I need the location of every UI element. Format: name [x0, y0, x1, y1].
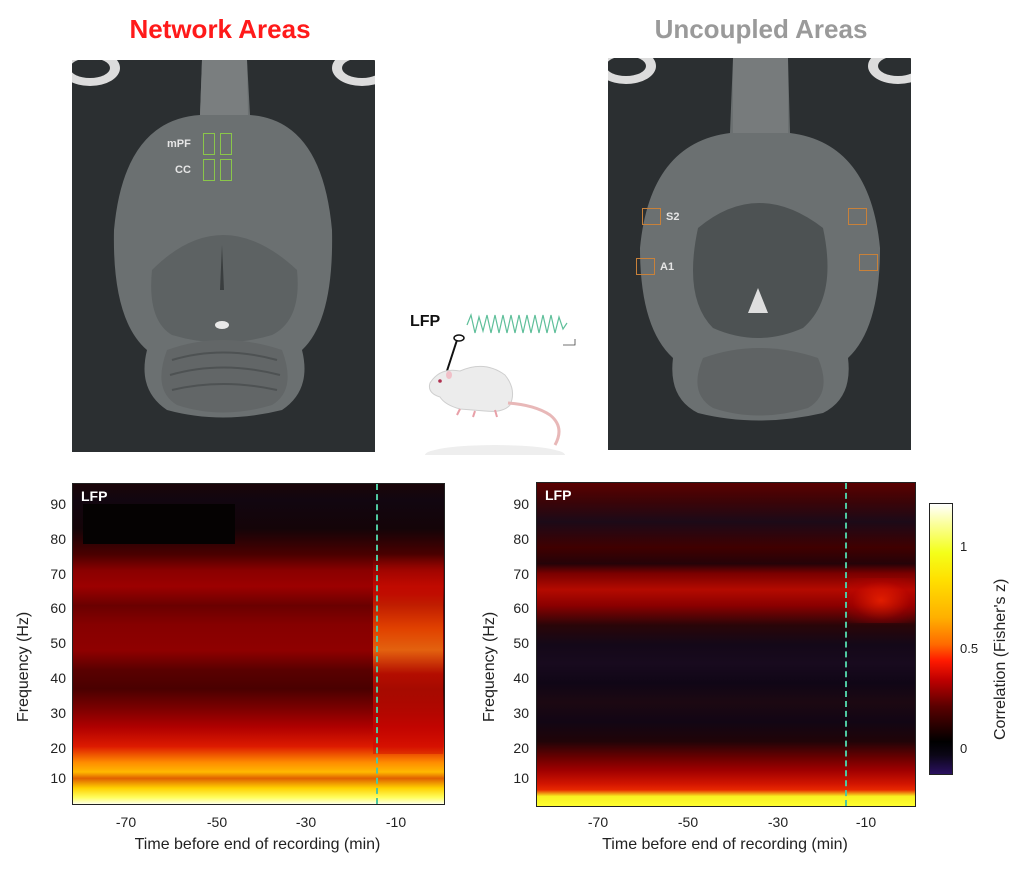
- roi-s2-left: [642, 208, 661, 225]
- post-marker-gamma-increase: [847, 578, 915, 623]
- ytick-40: 40: [50, 670, 66, 686]
- mri-network-areas: mPF CC: [72, 60, 375, 452]
- xtick-minus30: -30: [295, 814, 317, 830]
- heatmap-uncoupled-areas: LFP: [536, 482, 916, 807]
- xlabel-right: Time before end of recording (min): [602, 836, 848, 853]
- xtick-minus50: -50: [677, 814, 699, 830]
- xtick-minus10: -10: [385, 814, 407, 830]
- xtick-minus30: -30: [767, 814, 789, 830]
- xtick-minus70: -70: [587, 814, 609, 830]
- colorbar-tick-0.5: 0.5: [960, 641, 979, 656]
- roi-a1-left: [636, 258, 655, 275]
- redacted-box: [83, 504, 235, 544]
- roi-label-cc: CC: [175, 164, 191, 176]
- ylabel-left: Frequency (Hz): [15, 611, 32, 722]
- xtick-minus50: -50: [206, 814, 228, 830]
- roi-label-mpf: mPF: [167, 138, 191, 150]
- colorbar-label: Correlation (Fisher's z): [992, 578, 1009, 740]
- ytick-60: 60: [50, 600, 66, 616]
- ytick-10: 10: [50, 770, 66, 786]
- xlabel-left: Time before end of recording (min): [134, 836, 381, 853]
- roi-cc-left: [203, 159, 215, 181]
- ytick-70: 70: [513, 566, 529, 582]
- panel-tag-lfp: LFP: [545, 487, 572, 503]
- colorbar-tick-1: 1: [960, 539, 968, 554]
- brain-mri-image: [608, 58, 911, 450]
- brain-mri-image: [72, 60, 375, 452]
- mri-uncoupled-areas: S2 A1: [608, 58, 911, 450]
- colorbar: [929, 503, 953, 775]
- ytick-20: 20: [50, 740, 66, 756]
- post-marker-gamma-increase: [373, 554, 443, 754]
- heatmap-network-areas: LFP: [72, 483, 445, 805]
- ytick-90: 90: [513, 496, 529, 512]
- marker-dashed-line: [845, 483, 847, 806]
- marker-dashed-line: [376, 484, 378, 804]
- roi-mpf-right: [220, 133, 232, 155]
- ytick-50: 50: [513, 635, 529, 651]
- ytick-50: 50: [50, 635, 66, 651]
- ytick-30: 30: [513, 705, 529, 721]
- roi-cc-right: [220, 159, 232, 181]
- title-uncoupled-areas: Uncoupled Areas: [654, 14, 868, 44]
- ytick-60: 60: [513, 600, 529, 616]
- ytick-70: 70: [50, 566, 66, 582]
- lfp-trace-icon: [466, 312, 568, 334]
- xtick-minus70: -70: [115, 814, 137, 830]
- roi-label-s2: S2: [666, 211, 680, 223]
- lfp-label: LFP: [410, 313, 441, 330]
- ytick-80: 80: [513, 531, 529, 547]
- ytick-80: 80: [50, 531, 66, 547]
- ylabel-right: Frequency (Hz): [481, 611, 498, 722]
- ytick-30: 30: [50, 705, 66, 721]
- ytick-10: 10: [513, 770, 529, 786]
- ytick-40: 40: [513, 670, 529, 686]
- colorbar-tick-0: 0: [960, 741, 968, 756]
- rat-lfp-illustration: LFP: [405, 305, 590, 465]
- roi-label-a1: A1: [660, 261, 675, 273]
- title-network-areas: Network Areas: [129, 14, 311, 44]
- ytick-20: 20: [513, 740, 529, 756]
- roi-s2-right: [848, 208, 867, 225]
- roi-mpf-left: [203, 133, 215, 155]
- panel-tag-lfp: LFP: [81, 488, 108, 504]
- ytick-90: 90: [50, 496, 66, 512]
- heatmap-fill-right: [537, 483, 915, 806]
- xtick-minus10: -10: [855, 814, 877, 830]
- roi-a1-right: [859, 254, 878, 271]
